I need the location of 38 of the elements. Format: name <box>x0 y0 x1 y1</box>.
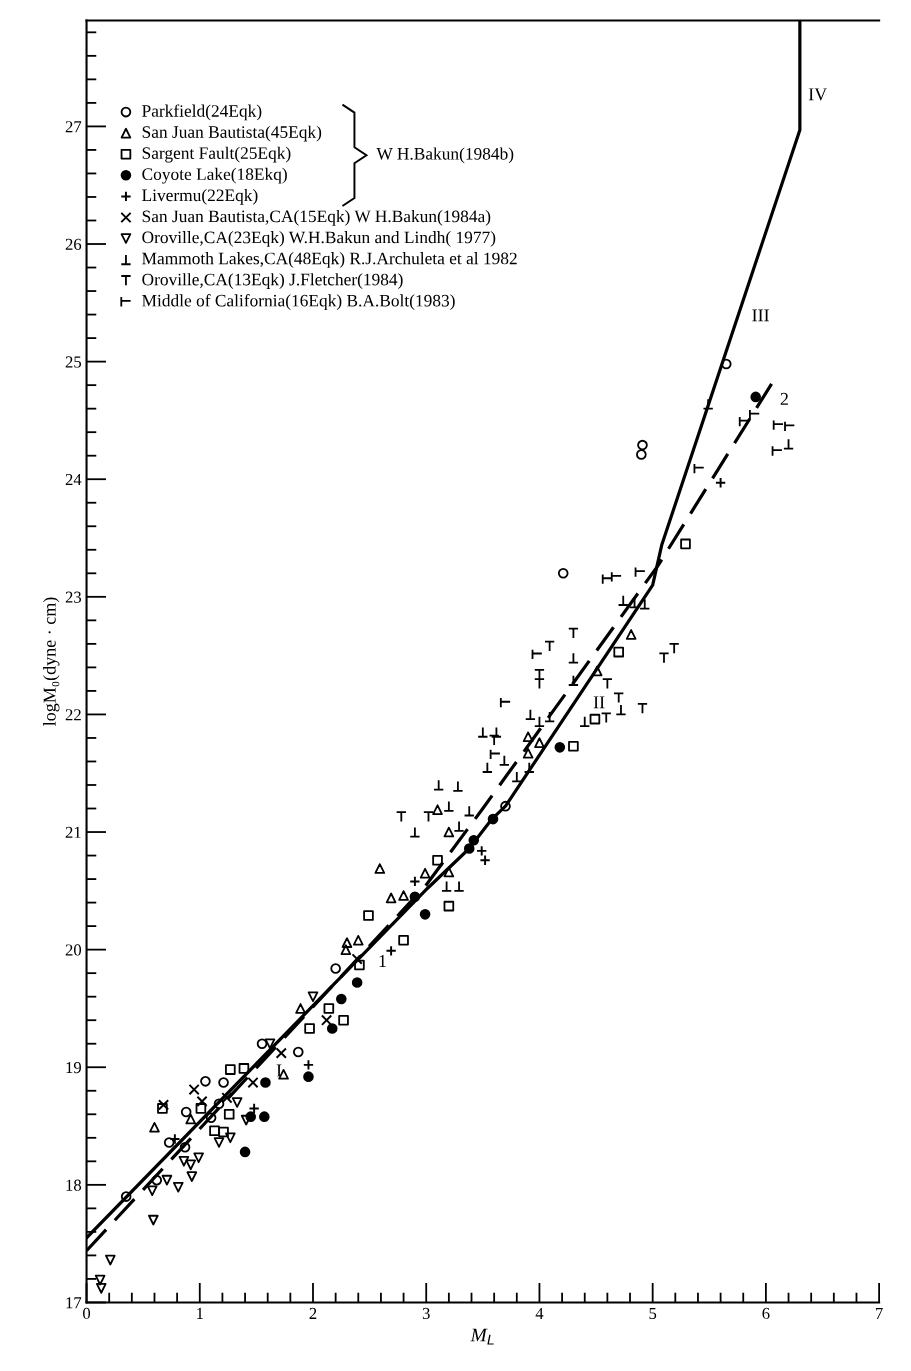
y-tick-label: 22 <box>65 709 81 721</box>
x-tick-label: 4 <box>535 1307 544 1319</box>
legend-label: Mammoth Lakes,CA(48Eqk) R.J.Archuleta et al 1982 <box>142 252 517 268</box>
y-tick-label: 20 <box>65 944 82 956</box>
annotation: IV <box>808 88 828 101</box>
legend-label: Middle of California(16Eqk) B.A.Bolt(1983) <box>142 294 455 311</box>
annotation: 2 <box>780 392 788 405</box>
y-tick-label: 24 <box>65 473 82 485</box>
x-tick-label: 6 <box>762 1307 770 1320</box>
x-tick-label: 7 <box>876 1307 883 1319</box>
x-tick-label: 3 <box>422 1307 430 1320</box>
legend-label: Parkfield(24Eqk) <box>142 104 262 121</box>
annotation: I <box>276 1064 282 1077</box>
annotation: 1 <box>379 955 386 967</box>
annotation: II <box>593 696 605 709</box>
y-tick-label: 21 <box>65 826 81 838</box>
legend-label: Livermu(22Eqk) <box>142 188 258 205</box>
x-tick-label: 0 <box>83 1307 91 1320</box>
annotation: III <box>752 309 769 322</box>
x-tick-label: 5 <box>649 1307 657 1320</box>
legend-label: Sargent Fault(25Eqk) <box>142 146 291 163</box>
x-tick-label: 1 <box>197 1307 203 1319</box>
y-tick-label: 19 <box>66 1061 81 1074</box>
legend-label: San Juan Bautista(45Eqk) <box>142 125 322 142</box>
legend-label: San Juan Bautista,CA(15Eqk) W H.Bakun(1984a) <box>142 209 491 226</box>
x-tick-label: 2 <box>309 1307 317 1319</box>
y-tick-label: 25 <box>65 356 82 368</box>
legend-label: Coyote Lake(18Ekq) <box>142 167 287 184</box>
y-tick-label: 17 <box>66 1297 82 1309</box>
x-axis-title: M$_{L}$ <box>470 1328 494 1345</box>
y-tick-label: 23 <box>65 591 82 603</box>
legend-label: Oroville,CA(23Eqk) W.H.Bakun and Lindh( 1977) <box>142 231 496 247</box>
y-tick-label: 27 <box>65 121 82 133</box>
legend-label: Oroville,CA(13Eqk) J.Fletcher(1984) <box>142 273 403 289</box>
y-tick-label: 18 <box>66 1179 82 1191</box>
y-axis-title: logM₀(dyne · cm) <box>43 597 60 726</box>
y-tick-label: 26 <box>65 238 82 250</box>
annotation: W H.Bakun(1984b) <box>376 147 514 164</box>
